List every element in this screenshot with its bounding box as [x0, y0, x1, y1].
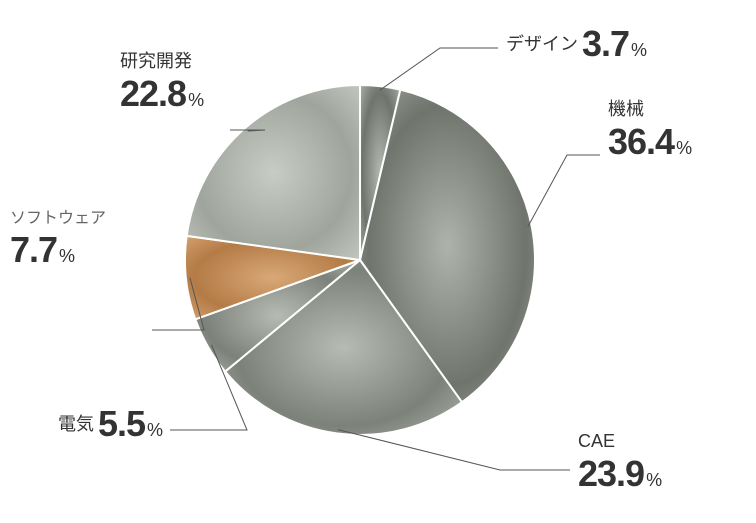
- slice-label-2: CAE23.9%: [578, 432, 662, 493]
- leader-line: [380, 48, 498, 90]
- pie-chart-container: デザイン3.7%機械36.4%CAE23.9%電気5.5%ソフトウェア7.7%研…: [0, 0, 756, 518]
- slice-unit: %: [646, 470, 662, 490]
- slice-label-0: デザイン3.7%: [506, 24, 647, 64]
- leader-line: [528, 155, 600, 227]
- slice-unit: %: [676, 138, 692, 158]
- slice-value: 5.5: [98, 403, 145, 444]
- slice-value: 36.4: [608, 121, 674, 162]
- leader-line: [338, 430, 570, 470]
- slice-name: CAE: [578, 432, 662, 452]
- slice-name: 電気: [58, 414, 94, 434]
- slice-name: ソフトウェア: [10, 210, 106, 228]
- slice-label-1: 機械36.4%: [608, 100, 692, 161]
- slice-value: 7.7: [10, 229, 57, 270]
- slice-value: 22.8: [120, 73, 186, 114]
- slice-label-5: 研究開発22.8%: [120, 52, 204, 113]
- slice-value: 3.7: [582, 23, 629, 64]
- slice-label-4: ソフトウェア7.7%: [10, 210, 106, 269]
- pie-slice-5: [187, 85, 360, 260]
- slice-unit: %: [631, 40, 647, 60]
- slice-name: 研究開発: [120, 52, 204, 72]
- slice-unit: %: [147, 420, 163, 440]
- slice-name: デザイン: [506, 34, 578, 54]
- slice-unit: %: [188, 90, 204, 110]
- slice-name: 機械: [608, 100, 692, 120]
- slice-value: 23.9: [578, 453, 644, 494]
- slice-unit: %: [59, 246, 75, 266]
- slice-label-3: 電気5.5%: [58, 404, 163, 444]
